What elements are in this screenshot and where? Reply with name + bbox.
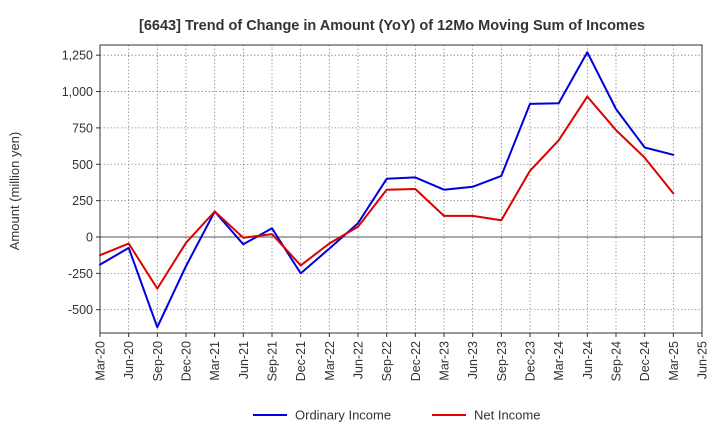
series-lines — [99, 51, 675, 329]
y-tick-label: 500 — [72, 158, 93, 172]
x-tick-label: Mar-23 — [438, 341, 452, 381]
x-tick-label: Jun-20 — [122, 341, 136, 379]
y-axis-label: Amount (million yen) — [7, 132, 22, 251]
legend-label: Net Income — [474, 408, 540, 423]
series-line-ordinary-income — [99, 51, 675, 329]
y-tick-label: 750 — [72, 121, 93, 135]
x-tick-label: Sep-21 — [266, 341, 280, 381]
x-tick-label: Mar-20 — [94, 341, 108, 381]
x-tick-label: Mar-22 — [323, 341, 337, 381]
x-tick-label: Sep-20 — [151, 341, 165, 381]
y-tick-label: 1,250 — [62, 49, 93, 63]
y-tick-label: -500 — [68, 303, 93, 317]
x-tick-label: Dec-22 — [409, 341, 423, 381]
x-tick-label: Sep-24 — [610, 341, 624, 381]
x-tick-label: Sep-23 — [495, 341, 509, 381]
legend: Ordinary Income Net Income — [253, 408, 540, 423]
legend-label: Ordinary Income — [295, 408, 391, 423]
x-tick-label: Jun-22 — [352, 341, 366, 379]
series-line-net-income — [99, 95, 675, 290]
x-tick-label: Jun-25 — [696, 341, 710, 379]
y-tick-label: -250 — [68, 267, 93, 281]
plot-border — [99, 44, 703, 334]
x-tick-label: Dec-23 — [524, 341, 538, 381]
x-tick-label: Jun-24 — [581, 341, 595, 379]
grid — [99, 45, 703, 333]
x-tick-label: Dec-20 — [180, 341, 194, 381]
y-tick-label: 1,000 — [62, 85, 93, 99]
chart-title: [6643] Trend of Change in Amount (YoY) o… — [139, 18, 645, 34]
y-tick-label: 0 — [86, 231, 93, 245]
x-tick-label: Mar-24 — [552, 341, 566, 381]
x-tick-label: Jun-21 — [237, 341, 251, 379]
x-tick-label: Jun-23 — [466, 341, 480, 379]
x-tick-label: Dec-24 — [638, 341, 652, 381]
x-tick-label: Dec-21 — [294, 341, 308, 381]
x-tick-label: Mar-21 — [208, 341, 222, 381]
x-tick-label: Sep-22 — [380, 341, 394, 381]
axes: -500 -250 0 250 500 750 1,000 1,250 Mar-20 Jun-20… — [62, 44, 710, 381]
x-tick-label: Mar-25 — [667, 341, 681, 381]
y-tick-label: 250 — [72, 194, 93, 208]
